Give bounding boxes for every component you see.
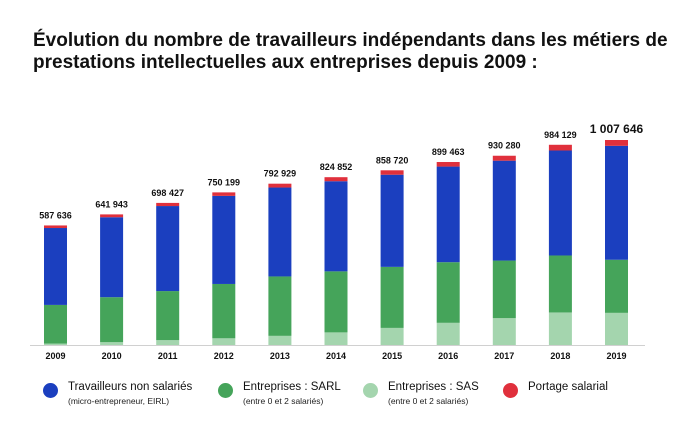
x-tick-label-2014: 2014	[326, 351, 346, 361]
stacked-bar-chart: 587 636 2009 641 943 2010 698 427 2011 750 199…	[30, 122, 645, 361]
total-label-2018: 984 129	[544, 130, 577, 140]
legend-label-portage: Portage salarial	[528, 381, 608, 393]
legend-label-sas: Entreprises : SAS	[388, 381, 479, 393]
bar-segment-entreprises-sarl-2017	[492, 260, 516, 319]
bar-segment-entreprises-sarl-2015	[380, 266, 404, 328]
x-tick-label-2012: 2012	[214, 351, 234, 361]
total-label-2015: 858 720	[376, 155, 409, 165]
bar-segment-entreprises-sas-2019	[605, 312, 628, 345]
bar-segment-entreprises-sas-2010	[100, 342, 124, 345]
bar-segment-portage-salarial-2014	[324, 177, 348, 182]
legend-sublabel-sarl: (entre 0 et 2 salariés)	[243, 396, 324, 406]
total-label-2013: 792 929	[264, 169, 297, 179]
bar-segment-travailleurs-non-salari-s-2009	[44, 228, 67, 305]
chart-title: Évolution du nombre de travailleurs indé…	[33, 30, 673, 74]
bar-segment-entreprises-sas-2015	[380, 327, 404, 345]
bar-segment-portage-salarial-2018	[548, 144, 572, 151]
total-label-2009: 587 636	[39, 210, 72, 220]
bar-segment-portage-salarial-2013	[268, 183, 292, 188]
total-label-2019: 1 007 646	[590, 122, 644, 136]
x-tick-label-2017: 2017	[494, 351, 514, 361]
bar-segment-entreprises-sas-2009	[44, 343, 67, 345]
bar-segment-travailleurs-non-salari-s-2017	[492, 160, 516, 261]
bar-segment-portage-salarial-2010	[100, 214, 124, 218]
bar-segment-entreprises-sas-2017	[492, 318, 516, 345]
bar-segment-portage-salarial-2009	[44, 225, 67, 229]
bar-segment-entreprises-sas-2016	[436, 322, 460, 345]
chart-title-line-1: Évolution du nombre de travailleurs indé…	[33, 30, 668, 51]
legend-label-tns: Travailleurs non salariés	[68, 381, 193, 393]
bar-segment-entreprises-sarl-2016	[436, 262, 460, 323]
bar-segment-entreprises-sas-2012	[212, 338, 236, 345]
chart-title-line-2: prestations intellectuelles aux entrepri…	[33, 52, 538, 73]
bar-segment-entreprises-sas-2013	[268, 335, 292, 345]
bar-segment-portage-salarial-2015	[380, 170, 404, 175]
bar-segment-portage-salarial-2016	[436, 162, 460, 167]
bar-segment-travailleurs-non-salari-s-2011	[156, 206, 180, 292]
x-tick-label-2013: 2013	[270, 351, 290, 361]
bar-segment-portage-salarial-2019	[605, 140, 628, 146]
bar-segment-travailleurs-non-salari-s-2016	[436, 166, 460, 263]
total-label-2016: 899 463	[432, 147, 465, 157]
bar-segment-entreprises-sarl-2013	[268, 276, 292, 336]
x-tick-label-2016: 2016	[438, 351, 458, 361]
legend: Travailleurs non salariés (micro-entrepr…	[0, 380, 696, 420]
bar-segment-entreprises-sas-2014	[324, 332, 348, 345]
bar-segment-entreprises-sas-2011	[156, 340, 180, 345]
x-tick-label-2019: 2019	[606, 351, 626, 361]
bar-segment-travailleurs-non-salari-s-2019	[605, 145, 628, 260]
bar-segment-entreprises-sarl-2014	[324, 271, 348, 333]
bar-segment-travailleurs-non-salari-s-2012	[212, 195, 236, 284]
total-label-2010: 641 943	[95, 199, 128, 209]
legend-sublabel-tns: (micro-entrepreneur, EIRL)	[68, 396, 170, 406]
legend-swatch-tns	[43, 383, 58, 398]
bar-segment-entreprises-sarl-2009	[44, 304, 67, 344]
x-tick-label-2011: 2011	[158, 351, 178, 361]
bar-segment-travailleurs-non-salari-s-2010	[100, 217, 124, 298]
total-label-2012: 750 199	[208, 177, 241, 187]
total-label-2014: 824 852	[320, 162, 353, 172]
x-tick-label-2009: 2009	[45, 351, 65, 361]
bar-segment-travailleurs-non-salari-s-2014	[324, 181, 348, 272]
bar-segment-portage-salarial-2017	[492, 155, 516, 161]
legend-swatch-sas	[363, 383, 378, 398]
bar-segment-travailleurs-non-salari-s-2015	[380, 174, 404, 267]
x-tick-label-2010: 2010	[102, 351, 122, 361]
bar-segment-travailleurs-non-salari-s-2013	[268, 187, 292, 277]
x-tick-label-2015: 2015	[382, 351, 402, 361]
x-tick-label-2018: 2018	[550, 351, 570, 361]
bar-segment-entreprises-sarl-2012	[212, 283, 236, 339]
bar-segment-entreprises-sarl-2018	[548, 255, 572, 313]
legend-sublabel-sas: (entre 0 et 2 salariés)	[388, 396, 469, 406]
bar-segment-entreprises-sarl-2011	[156, 291, 180, 341]
legend-label-sarl: Entreprises : SARL	[243, 381, 341, 393]
total-label-2017: 930 280	[488, 141, 521, 151]
total-label-2011: 698 427	[151, 188, 184, 198]
legend-swatch-sarl	[218, 383, 233, 398]
bar-segment-entreprises-sarl-2010	[100, 297, 124, 343]
bar-segment-entreprises-sarl-2019	[605, 259, 628, 313]
bar-segment-entreprises-sas-2018	[548, 312, 572, 345]
legend-swatch-portage	[503, 383, 518, 398]
bar-segment-portage-salarial-2012	[212, 192, 236, 196]
bar-segment-travailleurs-non-salari-s-2018	[548, 150, 572, 256]
bar-segment-portage-salarial-2011	[156, 202, 180, 207]
